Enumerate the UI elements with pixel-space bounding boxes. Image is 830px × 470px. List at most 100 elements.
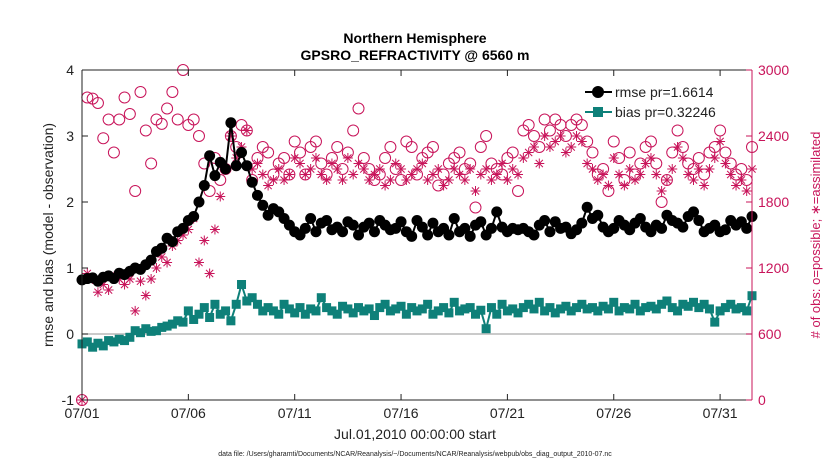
rmse-point bbox=[693, 214, 705, 226]
bias-point bbox=[354, 303, 364, 313]
obs-assimilated-point bbox=[683, 169, 694, 180]
bias-point bbox=[380, 299, 390, 309]
bias-line bbox=[81, 280, 753, 349]
obs-possible-point bbox=[735, 163, 748, 175]
obs-assimilated-point bbox=[390, 158, 401, 169]
obs-assimilated-point bbox=[316, 169, 327, 180]
asterisk-stroke bbox=[163, 258, 172, 267]
asterisk-stroke bbox=[104, 286, 113, 294]
asterisk-stroke bbox=[466, 165, 475, 173]
obs-assimilated-point bbox=[651, 169, 662, 180]
rmse-point bbox=[204, 150, 216, 162]
obs-assimilated-point bbox=[396, 164, 407, 174]
obs-possible-point bbox=[384, 141, 397, 153]
asterisk-stroke bbox=[540, 132, 549, 140]
obs-possible-point bbox=[357, 152, 370, 164]
asterisk-stroke bbox=[700, 181, 709, 190]
obs-possible-point bbox=[512, 185, 525, 197]
asterisk-stroke bbox=[705, 165, 714, 173]
obs-possible-point bbox=[288, 135, 301, 148]
rmse-point bbox=[353, 229, 365, 241]
bias-point bbox=[396, 301, 406, 311]
y-tick-label-right: 3000 bbox=[758, 62, 789, 78]
bias-point bbox=[322, 303, 332, 313]
rmse-point bbox=[406, 230, 418, 242]
asterisk-stroke bbox=[274, 165, 283, 173]
obs-assimilated-point bbox=[603, 180, 614, 191]
obs-possible-point bbox=[671, 124, 684, 137]
obs-possible-point bbox=[623, 146, 636, 159]
obs-assimilated-point bbox=[385, 175, 396, 185]
obs-assimilated-point bbox=[704, 164, 715, 174]
obs-assimilated-point bbox=[672, 142, 683, 152]
obs-possible-point bbox=[575, 119, 588, 131]
x-tick-label: 07/06 bbox=[171, 405, 206, 421]
obs-assimilated-point bbox=[481, 164, 492, 174]
bias-point bbox=[109, 337, 119, 347]
rmse-point bbox=[741, 222, 753, 234]
obs-assimilated-point bbox=[119, 279, 130, 290]
obs-assimilated-point bbox=[135, 276, 146, 287]
asterisk-stroke bbox=[354, 159, 363, 168]
obs-possible-point bbox=[714, 124, 727, 137]
obs-assimilated-point bbox=[268, 175, 279, 185]
asterisk-stroke bbox=[141, 291, 150, 300]
bias-point bbox=[290, 308, 300, 318]
obs-assimilated-point bbox=[598, 169, 609, 180]
obs-assimilated-point bbox=[364, 175, 375, 185]
obs-possible-point bbox=[283, 168, 296, 181]
obs-possible-point bbox=[102, 113, 115, 126]
obs-assimilated-point bbox=[624, 164, 635, 174]
bias-point bbox=[529, 304, 539, 314]
obs-possible-point bbox=[97, 132, 110, 145]
bias-point bbox=[646, 301, 656, 311]
obs-assimilated-point bbox=[162, 257, 173, 268]
asterisk-stroke bbox=[471, 187, 480, 195]
asterisk-stroke bbox=[216, 192, 225, 201]
rmse-point bbox=[544, 226, 556, 238]
bias-point bbox=[742, 306, 752, 316]
bias-point bbox=[710, 317, 720, 327]
rmse-point bbox=[246, 176, 258, 188]
bias-point bbox=[460, 304, 470, 314]
bias-point bbox=[455, 306, 465, 316]
bias-point bbox=[428, 309, 438, 319]
obs-assimilated-point bbox=[614, 169, 625, 180]
asterisk-stroke bbox=[726, 170, 735, 179]
asterisk-stroke bbox=[678, 154, 687, 162]
asterisk-stroke bbox=[312, 154, 320, 162]
bias-point bbox=[194, 309, 204, 319]
obs-assimilated-point bbox=[645, 153, 656, 163]
bias-point bbox=[88, 342, 98, 352]
bias-point bbox=[205, 313, 215, 322]
bias-point bbox=[417, 304, 427, 314]
rmse-point bbox=[688, 206, 700, 218]
bias-point bbox=[364, 304, 374, 314]
rmse-point bbox=[608, 222, 620, 234]
obs-possible-point bbox=[134, 86, 147, 98]
bias-point bbox=[274, 309, 284, 319]
obs-assimilated-point bbox=[491, 169, 502, 180]
asterisk-stroke bbox=[583, 159, 592, 168]
obs-possible-point bbox=[719, 146, 732, 159]
bias-point bbox=[401, 309, 411, 319]
rmse-point bbox=[475, 216, 487, 228]
bias-point bbox=[492, 309, 502, 319]
bias-point bbox=[433, 306, 443, 316]
asterisk-stroke bbox=[195, 258, 203, 267]
rmse-point bbox=[145, 254, 157, 266]
asterisk-stroke bbox=[668, 165, 677, 173]
obs-assimilated-point bbox=[709, 153, 720, 163]
obs-possible-point bbox=[145, 157, 158, 170]
obs-assimilated-point bbox=[677, 153, 688, 163]
asterisk-stroke bbox=[492, 170, 501, 179]
rmse-point bbox=[209, 170, 221, 182]
obs-possible-point bbox=[506, 146, 519, 159]
bias-point bbox=[603, 304, 613, 314]
bias-point bbox=[577, 299, 587, 309]
obs-assimilated-point bbox=[326, 158, 337, 169]
legend-rmse-label: rmse pr=1.6614 bbox=[615, 84, 714, 100]
bias-point bbox=[173, 316, 183, 326]
rmse-point bbox=[592, 209, 604, 221]
asterisk-stroke bbox=[556, 132, 565, 140]
